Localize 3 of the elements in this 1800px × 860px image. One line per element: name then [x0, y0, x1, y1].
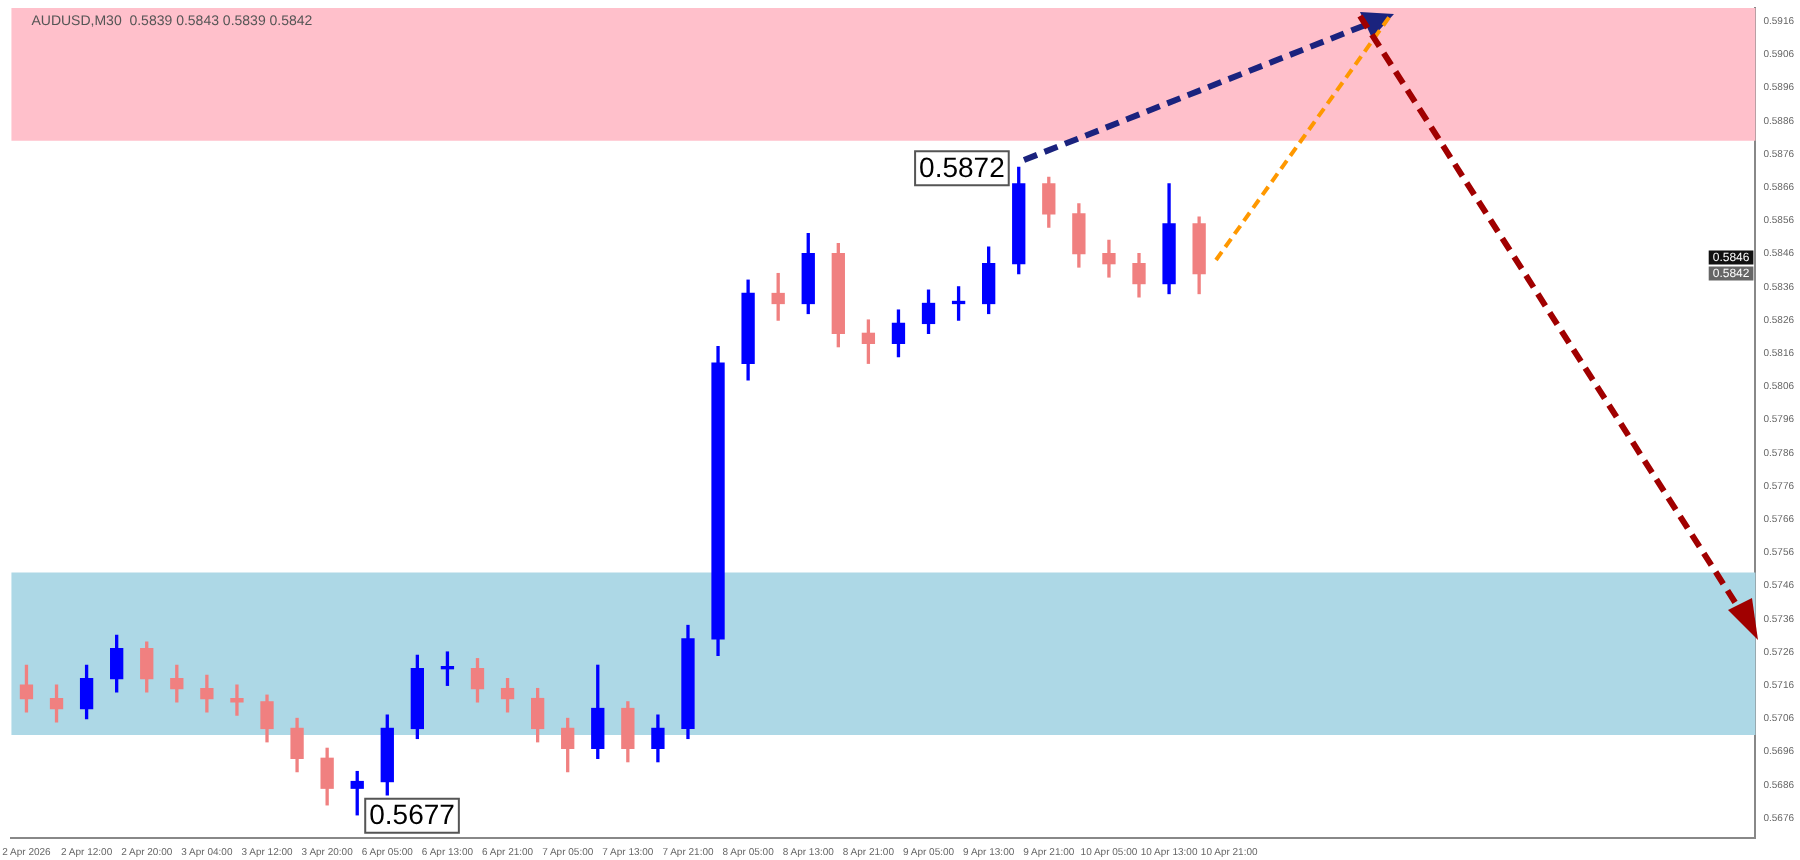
- candlestick: [230, 684, 244, 716]
- annotation: 0.5872: [919, 151, 1006, 184]
- annotation: 0.5677: [369, 798, 456, 831]
